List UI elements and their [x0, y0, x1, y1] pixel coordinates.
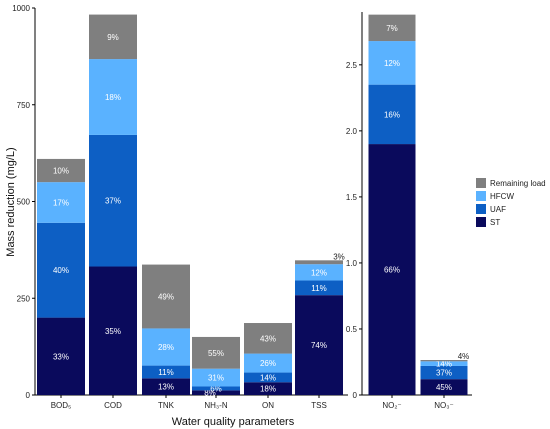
x-tick-label: ON [262, 401, 274, 410]
legend-swatch-hfcw [476, 191, 486, 201]
y-tick-label: 1.5 [346, 193, 358, 202]
segment-label: 33% [53, 352, 69, 361]
segment-label: 35% [105, 327, 121, 336]
bar-segment-uaf-bod [37, 222, 85, 318]
x-tick-label: TSS [311, 401, 327, 410]
bar-segment-remaining-load-tnk [142, 264, 190, 329]
segment-label: 26% [260, 359, 276, 368]
bar-segment-st-no [368, 144, 416, 395]
bar-segment-st-cod [89, 266, 137, 395]
segment-label: 9% [107, 33, 119, 42]
x-tick-label: COD [104, 401, 122, 410]
segment-label: 74% [311, 341, 327, 350]
legend-label-uaf: UAF [490, 205, 506, 214]
segment-label: 31% [208, 374, 224, 383]
y-tick-label: 250 [17, 294, 31, 303]
segment-label: 10% [53, 167, 69, 176]
bar-segment-st-tss [295, 295, 343, 395]
x-tick-label: BOD₅ [51, 401, 72, 410]
bar-segment-uaf-no [420, 365, 468, 380]
segment-label: 55% [208, 349, 224, 358]
segment-label: 49% [158, 293, 174, 302]
x-tick-label: NH₃-N [204, 401, 227, 410]
bar-segment-uaf-cod [89, 134, 137, 267]
y-tick-label: 2.5 [346, 61, 358, 70]
bar-segment-uaf-on [244, 372, 292, 383]
segment-label: 40% [53, 266, 69, 275]
bar-segment-remaining-load-no [368, 14, 416, 42]
x-tick-label: TNK [158, 401, 175, 410]
y-tick-label: 0 [26, 391, 31, 400]
bar-segment-remaining-load-on [244, 323, 292, 354]
bar-segment-st-tnk [142, 378, 190, 395]
bar-segment-remaining-load-tss [295, 260, 343, 265]
x-tick-label: NO₃⁻ [434, 401, 453, 410]
segment-label: 45% [436, 383, 452, 392]
segment-label: 37% [105, 197, 121, 206]
legend: Remaining load HFCW UAF ST [476, 178, 546, 227]
segment-label: 4% [458, 352, 470, 361]
bar-segment-st-nh-n [192, 390, 240, 395]
y-tick-label: 750 [17, 101, 31, 110]
segment-label: 14% [260, 373, 276, 382]
bar-segment-remaining-load-nh-n [192, 336, 240, 369]
segment-label: 11% [311, 284, 326, 293]
bar-segment-uaf-no [368, 84, 416, 145]
legend-swatch-st [476, 217, 486, 227]
bar-segment-hfcw-tnk [142, 328, 190, 366]
bar-segment-hfcw-cod [89, 59, 137, 135]
segment-label: 7% [386, 24, 398, 33]
bar-segment-hfcw-no [368, 41, 416, 85]
x-tick-label: NO₂⁻ [382, 401, 401, 410]
legend-swatch-uaf [476, 204, 486, 214]
segment-label: 43% [260, 334, 276, 343]
bar-segment-hfcw-tss [295, 264, 343, 281]
bar-segment-st-no [420, 379, 468, 395]
legend-swatch-remaining-load [476, 178, 486, 188]
segment-label: 11% [158, 368, 173, 377]
segment-label: 12% [384, 59, 400, 68]
bar-segment-hfcw-bod [37, 182, 85, 223]
segment-label: 37% [436, 369, 452, 378]
y-tick-label: 0 [353, 391, 358, 400]
segment-label: 12% [311, 268, 327, 277]
segment-label: 28% [158, 343, 174, 352]
bar-segment-hfcw-no [420, 361, 468, 366]
y-axis-title: Mass reduction (mg/L) [5, 147, 17, 256]
right-chart-panel: 0 0.5 1.0 1.5 2.0 2.5 66% 16% 12% 7% NO₂⁻ 45% 37%14%… [346, 12, 472, 410]
bar-segment-remaining-load-cod [89, 14, 137, 60]
bar-segment-hfcw-nh-n [192, 368, 240, 387]
bar-segment-hfcw-on [244, 353, 292, 373]
segment-label: 3% [333, 252, 345, 261]
segment-label: 18% [260, 385, 276, 394]
bar-segment-remaining-load-no [420, 360, 468, 362]
segment-label: 18% [105, 93, 121, 102]
bar-segment-st-bod [37, 317, 85, 395]
x-axis-title: Water quality parameters [172, 416, 295, 428]
bar-segment-remaining-load-bod [37, 158, 85, 183]
segment-label: 17% [53, 198, 69, 207]
segment-label: 6% [210, 384, 222, 393]
y-tick-label: 2.0 [346, 127, 358, 136]
y-tick-label: 500 [17, 198, 31, 207]
y-tick-label: 1.0 [346, 259, 358, 268]
segment-label: 66% [384, 266, 400, 275]
segment-label: 16% [384, 110, 400, 119]
segment-label: 14% [436, 360, 452, 369]
segment-label: 13% [158, 383, 174, 392]
bar-segment-uaf-nh-n [192, 386, 240, 391]
bar-segment-uaf-tss [295, 280, 343, 296]
legend-label-st: ST [490, 218, 500, 227]
legend-label-remaining-load: Remaining load [490, 179, 546, 188]
y-tick-label: 1000 [12, 4, 30, 13]
y-tick-label: 0.5 [346, 325, 358, 334]
left-chart-panel: 0 250 500 750 1000 33% 40% 17% 10% BOD₅ 35% 37% 18% 9… [12, 4, 348, 410]
bar-segment-st-on [244, 382, 292, 395]
legend-label-hfcw: HFCW [490, 192, 514, 201]
bar-segment-uaf-tnk [142, 365, 190, 379]
segment-label: 8% [204, 389, 216, 398]
